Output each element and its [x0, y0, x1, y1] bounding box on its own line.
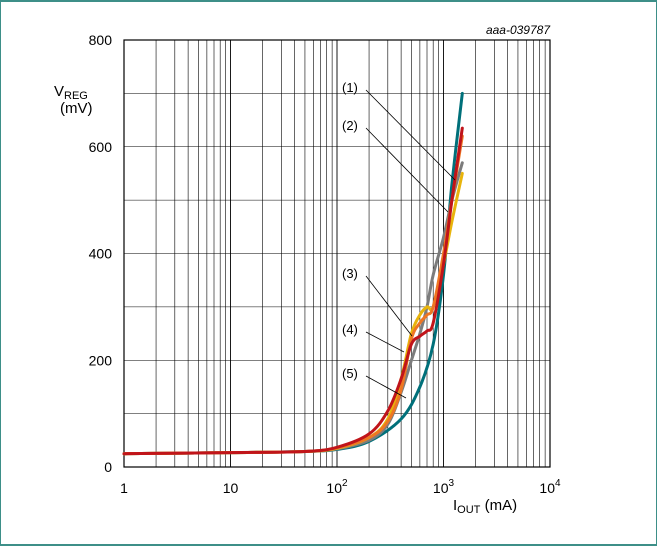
y-axis-unit: (mV) — [60, 100, 93, 117]
y-axis-label: VREG — [54, 83, 88, 102]
x-axis-label-sub: OUT — [457, 504, 481, 516]
chart-series — [122, 91, 464, 456]
callout-leader-line — [365, 89, 456, 181]
series-callout-label: (5) — [342, 366, 358, 381]
chart-labels: aaa-039787 VREG (mV) IOUT (mA) 0 200 400 60… — [54, 23, 561, 516]
y-axis-label-sub: REG — [64, 90, 88, 102]
callout-leader-line — [365, 331, 405, 353]
y-tick-label: 400 — [89, 246, 113, 262]
x-axis-label-main: I — [453, 497, 457, 514]
plot-border — [123, 39, 551, 468]
series-callout-label: (1) — [342, 80, 358, 95]
y-axis-label-main: V — [54, 83, 64, 100]
y-tick-label: 200 — [89, 352, 113, 368]
x-tick-label: 104 — [539, 478, 561, 496]
figure-code: aaa-039787 — [486, 23, 551, 37]
chart-grid — [123, 39, 551, 468]
x-axis-label: IOUT (mA) — [453, 497, 517, 516]
x-tick-label: 103 — [433, 478, 455, 496]
x-tick-label: 1 — [120, 480, 128, 496]
y-tick-label: 800 — [89, 32, 113, 48]
callout-leader-line — [365, 127, 449, 213]
x-axis-label-unit: (mA) — [480, 497, 517, 514]
x-tick-label: 10 — [223, 480, 239, 496]
series-line-5 — [122, 126, 464, 456]
series-callout-label: (2) — [342, 118, 358, 133]
callout-leader-line — [365, 275, 413, 337]
y-tick-label: 0 — [104, 459, 112, 475]
x-tick-label: 102 — [326, 478, 348, 496]
y-tick-label: 600 — [89, 139, 113, 155]
callout-leader-line — [365, 375, 407, 399]
series-callout-label: (3) — [342, 266, 358, 281]
series-callout-label: (4) — [342, 322, 358, 337]
